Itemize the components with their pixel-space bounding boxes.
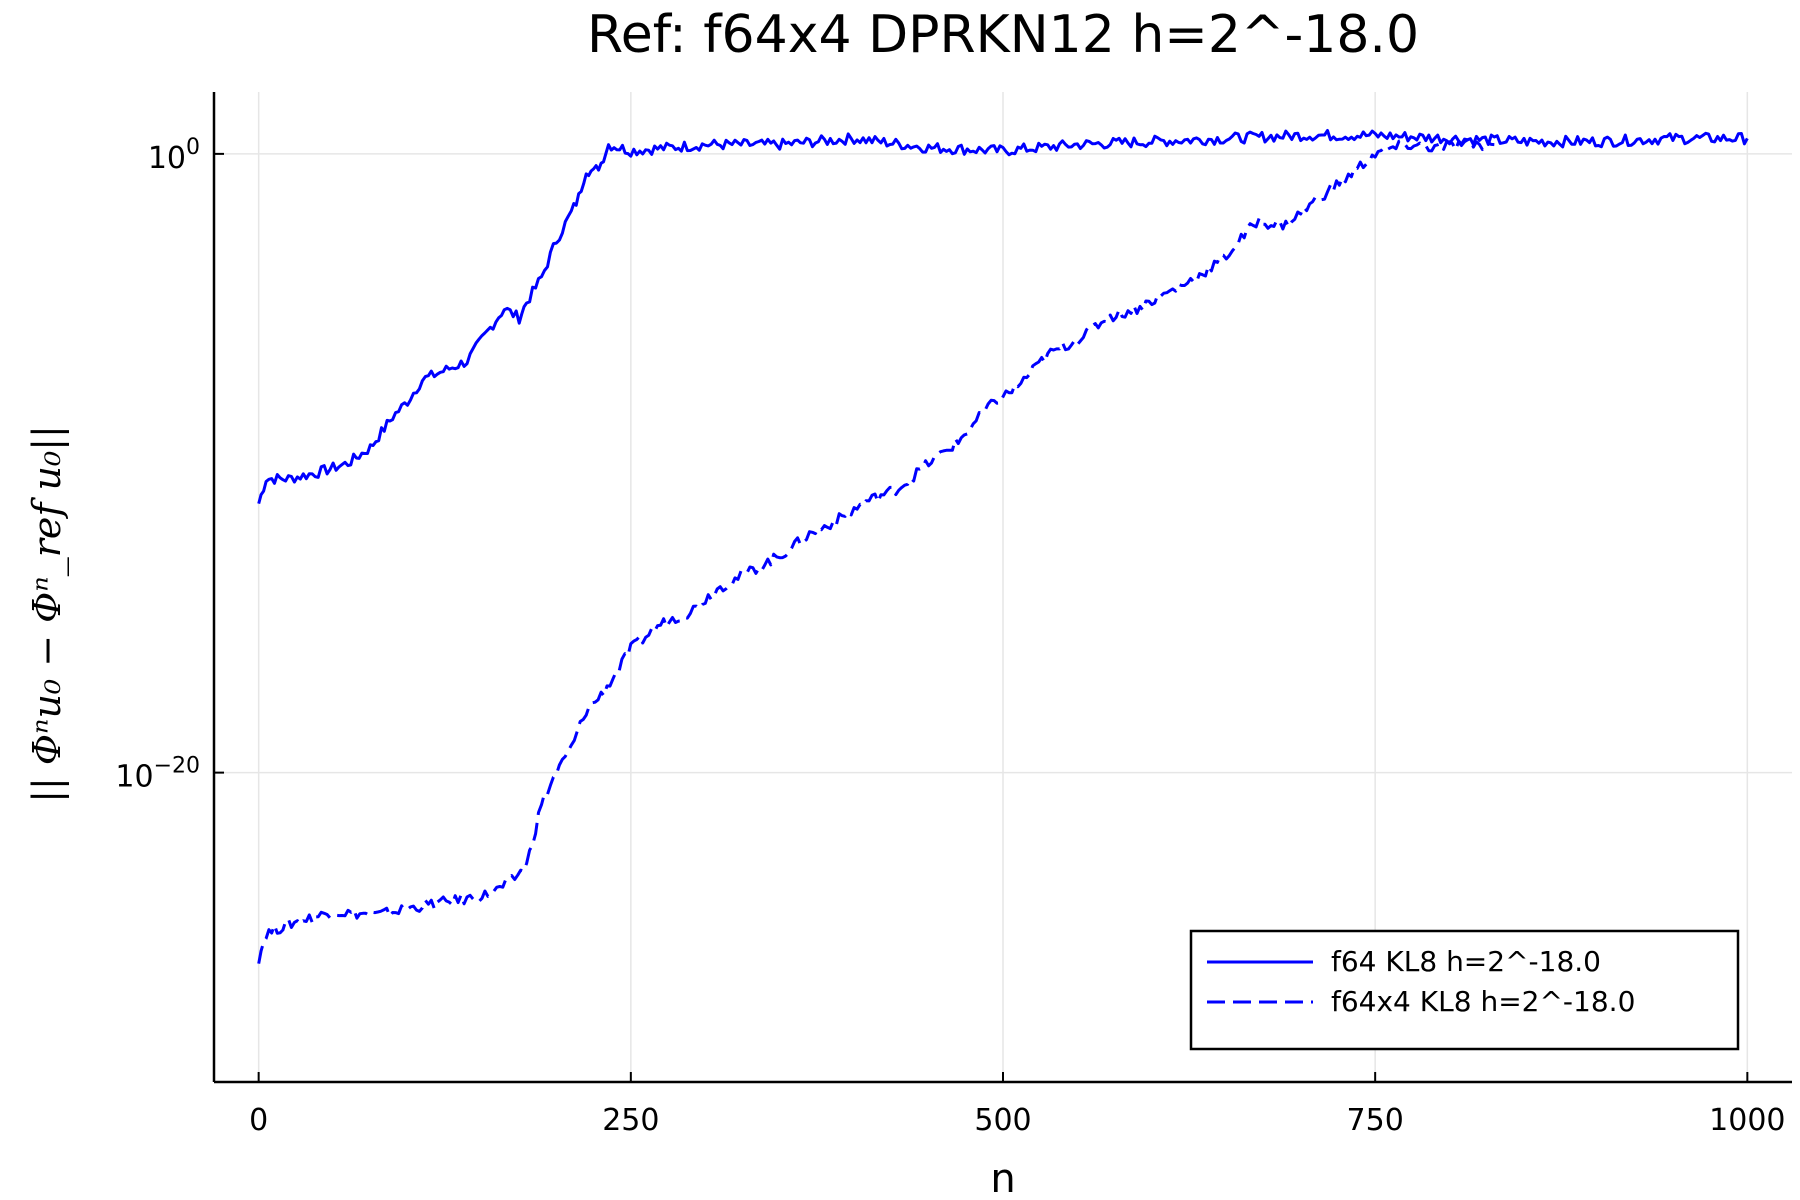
y-tick-label-1: 10−20 — [115, 754, 200, 795]
x-tick-labels: 0 250 500 750 1000 — [249, 1103, 1785, 1138]
y-axis-label: || Φⁿu₀ − Φⁿ_ref u₀|| — [25, 425, 70, 803]
legend: f64 KL8 h=2^-18.0 f64x4 KL8 h=2^-18.0 — [1189, 929, 1740, 1051]
series-line-1 — [257, 138, 1495, 964]
axes — [212, 92, 1792, 1084]
grid — [214, 92, 1792, 1082]
y-tick-label-0: 100 — [148, 135, 200, 176]
x-tick-label-4: 1000 — [1709, 1103, 1785, 1138]
legend-label-1: f64x4 KL8 h=2^-18.0 — [1331, 985, 1635, 1018]
x-axis-label: n — [990, 1156, 1015, 1200]
legend-box — [1189, 929, 1740, 1051]
series-lines — [257, 129, 1749, 964]
y-tick-labels: 100 10−20 — [115, 135, 200, 795]
chart-title: Ref: f64x4 DPRKN12 h=2^-18.0 — [587, 5, 1419, 65]
x-tick-label-0: 0 — [249, 1103, 268, 1138]
legend-label-0: f64 KL8 h=2^-18.0 — [1331, 945, 1601, 978]
x-tick-label-2: 500 — [974, 1103, 1031, 1138]
x-tick-label-1: 250 — [602, 1103, 659, 1138]
x-tick-label-3: 750 — [1347, 1103, 1404, 1138]
series-line-0 — [257, 129, 1749, 504]
